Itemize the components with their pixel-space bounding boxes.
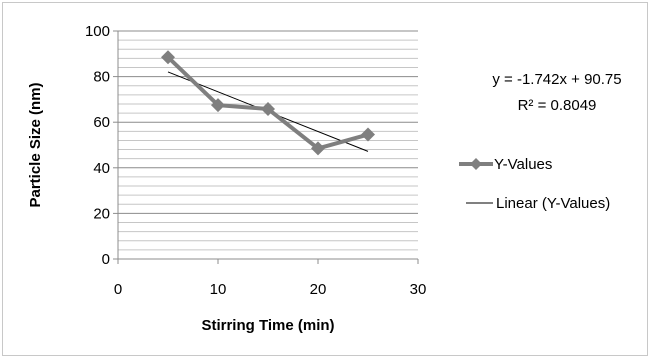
data-series: [161, 50, 375, 156]
legend-series-marker: [470, 158, 482, 170]
legend: Y-Values Linear (Y-Values): [459, 156, 610, 212]
y-tick-label: 60: [93, 114, 110, 131]
chart-area: [2, 2, 648, 356]
y-tick-label: 80: [93, 69, 110, 86]
gridlines: [118, 30, 418, 260]
axes: [113, 30, 419, 264]
x-tick-label: 0: [114, 281, 122, 298]
x-tick-label: 10: [210, 281, 227, 298]
data-point: [311, 141, 325, 156]
x-tick-label: 20: [310, 281, 327, 298]
data-point: [161, 50, 175, 65]
tick-labels: 0 20 40 60 80 100 0 10 20 30: [85, 23, 426, 298]
x-axis-title: Stirring Time (min): [201, 317, 334, 334]
y-tick-label: 0: [102, 251, 110, 268]
y-axis-title: Particle Size (nm): [27, 82, 44, 207]
legend-item-series: Y-Values: [459, 156, 552, 173]
r-squared-label: R² = 0.8049: [518, 97, 597, 114]
trendline-equation: y = -1.742x + 90.75: [492, 71, 621, 88]
legend-series-label: Y-Values: [494, 156, 552, 173]
x-tick-label: 30: [410, 281, 427, 298]
y-tick-label: 20: [93, 205, 110, 222]
y-tick-label: 100: [85, 23, 110, 40]
data-point: [211, 98, 225, 113]
data-point: [361, 127, 375, 142]
y-tick-label: 40: [93, 160, 110, 177]
legend-item-trendline: Linear (Y-Values): [466, 195, 610, 212]
legend-trendline-label: Linear (Y-Values): [496, 195, 610, 212]
data-point: [261, 101, 275, 116]
